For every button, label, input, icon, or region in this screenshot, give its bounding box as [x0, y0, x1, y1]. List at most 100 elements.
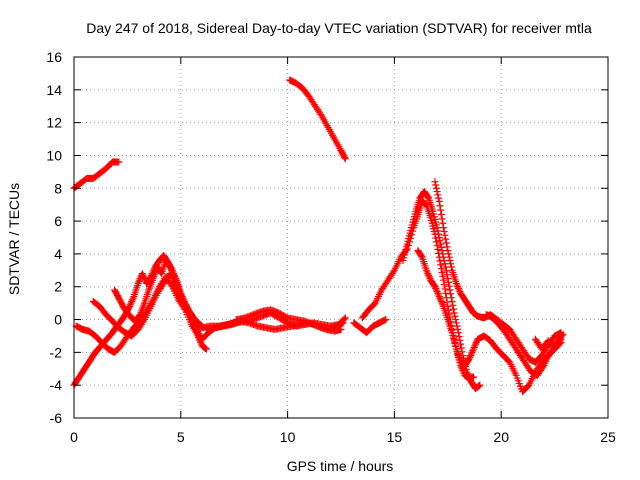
- data-point: [470, 343, 478, 351]
- data-point: [443, 271, 451, 279]
- y-tick-label: -4: [50, 377, 63, 393]
- data-point: [202, 345, 210, 353]
- data-point: [459, 366, 467, 374]
- data-point: [453, 281, 461, 289]
- data-point: [126, 302, 134, 310]
- data-point: [455, 333, 463, 341]
- x-tick-label: 15: [387, 429, 403, 445]
- data-point: [539, 363, 547, 371]
- data-point: [129, 294, 137, 302]
- data-point: [468, 348, 476, 356]
- y-tick-label: 12: [46, 115, 62, 131]
- data-point: [454, 283, 462, 291]
- data-point: [454, 329, 462, 337]
- data-point: [166, 263, 174, 271]
- data-point: [441, 231, 449, 239]
- data-point: [434, 227, 442, 235]
- data-point: [556, 336, 564, 344]
- data-point: [464, 371, 472, 379]
- y-tick-label: 10: [46, 147, 62, 163]
- data-point: [425, 273, 433, 281]
- data-point: [447, 294, 455, 302]
- data-point: [422, 266, 430, 274]
- data-point: [436, 202, 444, 210]
- y-tick-label: 6: [54, 213, 62, 229]
- y-axis-title: SDTVAR / TECUs: [6, 183, 22, 295]
- data-point: [447, 290, 455, 298]
- data-point: [437, 206, 445, 214]
- data-point: [433, 188, 441, 196]
- data-point: [445, 282, 453, 290]
- y-tick-label: 2: [54, 279, 62, 295]
- data-point: [139, 317, 147, 325]
- series-arc-13: [414, 247, 565, 396]
- data-point: [417, 252, 425, 260]
- data-point: [441, 285, 449, 293]
- data-point: [382, 316, 390, 324]
- axis-tick-labels: 0 5 10 15 20 25 -6 -4 -2 0 2 4 6 8 10 12 14 16: [46, 49, 616, 445]
- data-point: [437, 211, 445, 219]
- series-arc-8: [232, 306, 347, 333]
- data-point: [126, 301, 134, 309]
- data-point: [128, 297, 136, 305]
- data-point: [128, 296, 136, 304]
- series-arc-16: [531, 335, 565, 353]
- series-arc-15: [482, 311, 567, 379]
- data-point: [449, 305, 457, 313]
- data-point: [339, 319, 347, 327]
- data-point: [465, 355, 473, 363]
- data-point: [453, 322, 461, 330]
- data-point: [446, 256, 454, 264]
- data-point: [435, 293, 443, 301]
- data-point: [389, 268, 397, 276]
- data-point: [435, 291, 443, 299]
- data-point: [466, 375, 474, 383]
- data-point: [170, 271, 178, 279]
- data-point: [472, 339, 480, 347]
- data-point: [435, 194, 443, 202]
- data-point: [437, 297, 445, 305]
- data-point: [433, 224, 441, 232]
- data-point: [168, 268, 176, 276]
- data-point: [558, 332, 566, 340]
- data-point: [448, 297, 456, 305]
- y-tick-label: -2: [50, 344, 63, 360]
- data-markers: [70, 76, 567, 396]
- x-tick-label: 10: [280, 429, 296, 445]
- data-point: [445, 250, 453, 258]
- data-point: [432, 284, 440, 292]
- data-point: [432, 181, 440, 189]
- data-point: [444, 275, 452, 283]
- x-tick-label: 25: [600, 429, 616, 445]
- data-point: [423, 268, 431, 276]
- data-point: [169, 270, 177, 278]
- x-tick-label: 0: [70, 429, 78, 445]
- data-point: [317, 110, 325, 118]
- data-point: [438, 269, 446, 277]
- data-point: [438, 215, 446, 223]
- data-point: [443, 243, 451, 251]
- data-point: [439, 219, 447, 227]
- data-point: [442, 235, 450, 243]
- data-point: [466, 353, 474, 361]
- data-point: [434, 191, 442, 199]
- data-point: [431, 283, 439, 291]
- data-point: [140, 273, 148, 281]
- y-tick-label: 8: [54, 180, 62, 196]
- data-point: [450, 309, 458, 317]
- data-point: [432, 286, 440, 294]
- data-point: [439, 301, 447, 309]
- data-point: [425, 271, 433, 279]
- data-point: [469, 347, 477, 355]
- data-point: [436, 237, 444, 245]
- data-point: [135, 278, 143, 286]
- data-point: [437, 296, 445, 304]
- data-point: [136, 312, 144, 320]
- data-point: [557, 335, 565, 343]
- y-tick-label: -6: [50, 410, 63, 426]
- data-point: [168, 266, 176, 274]
- data-point: [341, 155, 349, 163]
- data-point: [467, 350, 475, 358]
- data-point: [447, 260, 455, 268]
